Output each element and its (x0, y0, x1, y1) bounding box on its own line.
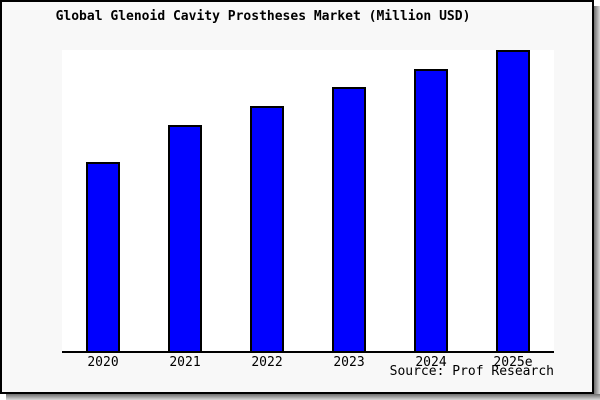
x-tick-2020: 2020 (87, 355, 119, 370)
x-tick-2022: 2022 (251, 355, 283, 370)
bar-2025e (496, 50, 530, 351)
x-tick-2021: 2021 (169, 355, 201, 370)
x-tick-2024: 2024 (415, 355, 447, 370)
bar-2020 (86, 162, 120, 351)
chart-canvas: Global Glenoid Cavity Prostheses Market … (0, 0, 594, 394)
plot-area (62, 50, 554, 353)
bar-2022 (250, 106, 284, 351)
bar-2023 (332, 87, 366, 351)
drop-shadow-right (594, 6, 600, 400)
chart-title: Global Glenoid Cavity Prostheses Market … (55, 9, 471, 24)
x-axis-labels: 2020 2021 2022 2023 2024 2025e (62, 355, 554, 371)
x-tick-2023: 2023 (333, 355, 365, 370)
x-tick-2025e: 2025e (493, 355, 533, 370)
bar-2024 (414, 69, 448, 351)
bar-2021 (168, 125, 202, 351)
drop-shadow-bottom (6, 394, 600, 400)
source-credit: Source: Prof Research (389, 364, 554, 379)
